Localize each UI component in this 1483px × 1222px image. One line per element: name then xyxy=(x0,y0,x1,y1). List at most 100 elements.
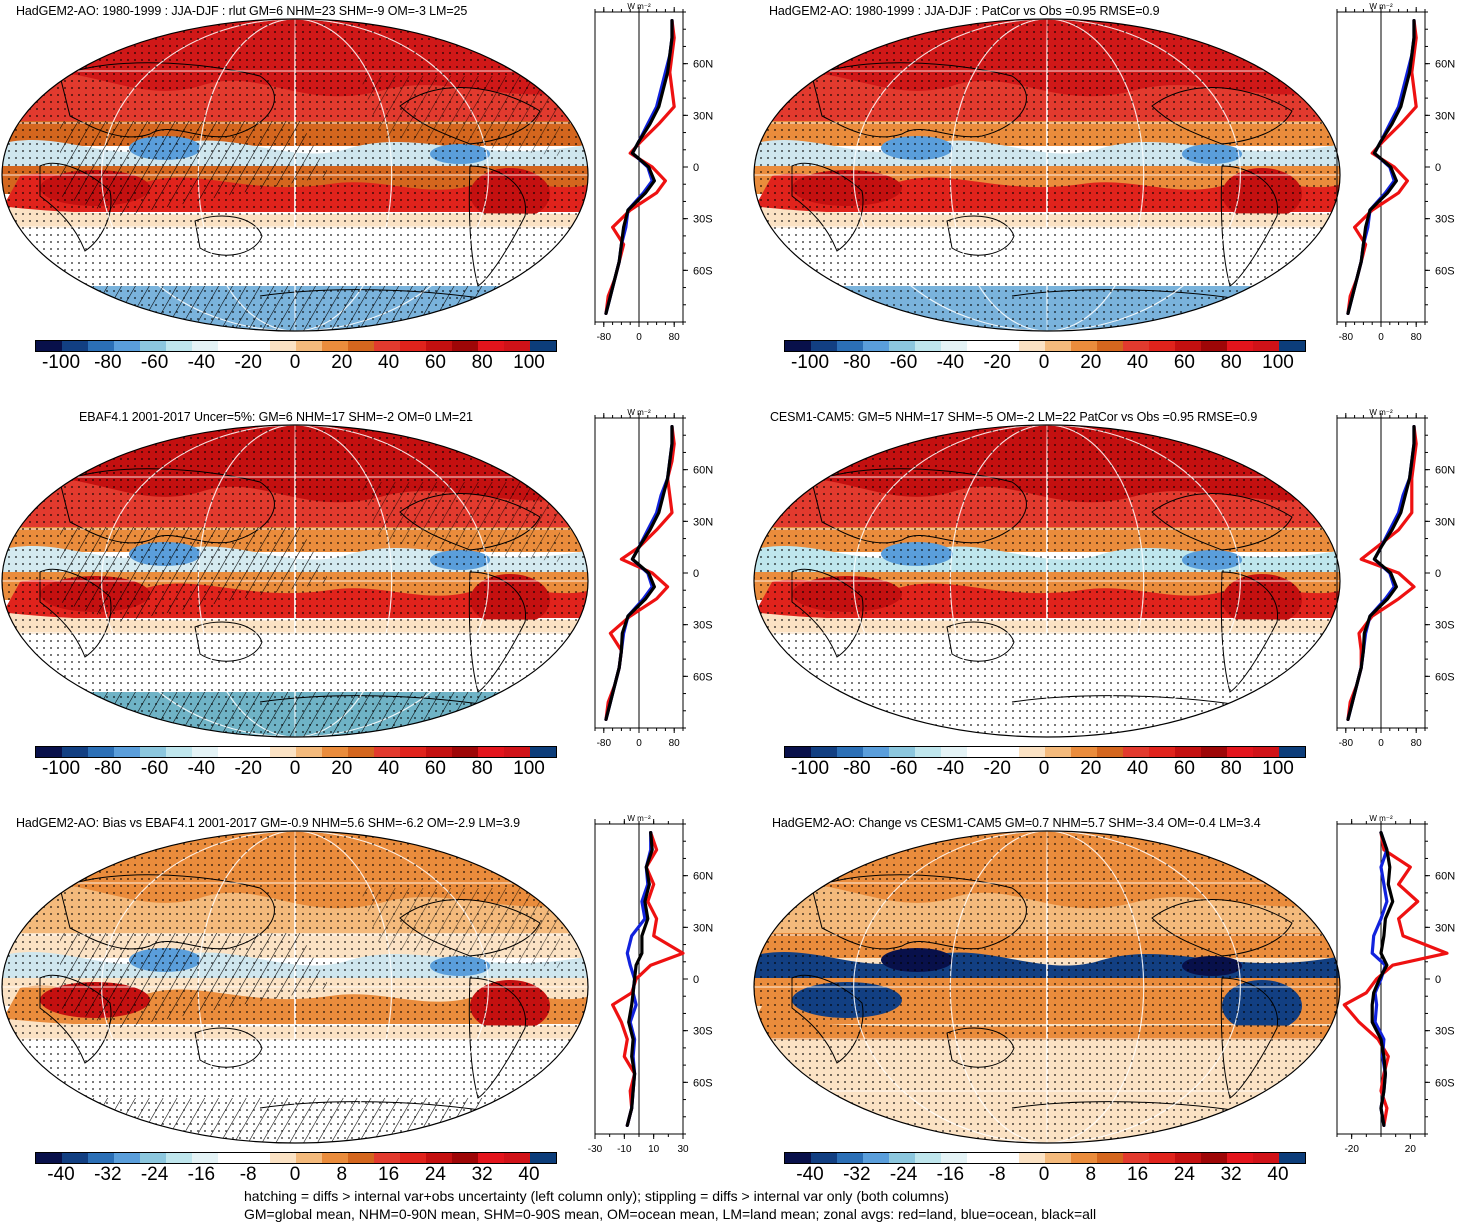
global-map xyxy=(753,18,1341,332)
colorbar-swatches xyxy=(784,1152,1306,1164)
panel-model-jja-djf: HadGEM2-AO: 1980-1999 : JJA-DJF : rlut G… xyxy=(0,0,741,406)
colorbar-swatch xyxy=(1019,341,1045,351)
colorbar-swatch xyxy=(426,747,452,757)
colorbar-tick-label: -60 xyxy=(889,758,918,779)
colorbar-swatch xyxy=(1227,747,1253,757)
latitude-tick-label: 30S xyxy=(1435,620,1455,632)
colorbar-tick-label: -20 xyxy=(983,352,1011,373)
latitude-tick-label: 60N xyxy=(693,871,713,883)
zonal-series-all xyxy=(625,831,654,1127)
colorbar-swatch xyxy=(88,341,114,351)
colorbar-swatch xyxy=(1201,1153,1227,1163)
value-tick-label: -80 xyxy=(597,332,612,343)
value-tick-label: 0 xyxy=(1378,738,1384,749)
colorbar-swatch xyxy=(1149,341,1175,351)
colorbar-swatch xyxy=(374,341,400,351)
zonal-average-plot: W m⁻² 60N 30N 0 30S 60S -80 0 80 xyxy=(594,2,713,343)
colorbar-tick-label: -100 xyxy=(790,758,830,779)
value-tick-label: 20 xyxy=(1405,1144,1417,1155)
colorbar-swatch xyxy=(785,1153,811,1163)
zonal-average-plot: W m⁻² 60N 30N 0 30S 60S -80 0 80 xyxy=(1336,408,1455,749)
units-label: W m⁻² xyxy=(627,814,651,823)
colorbar-swatch xyxy=(1123,1153,1149,1163)
colorbar-swatch xyxy=(218,1153,244,1163)
colorbar-swatch xyxy=(1253,747,1279,757)
panel-title: CESM1-CAM5: GM=5 NHM=17 SHM=-5 OM=-2 LM=… xyxy=(770,410,1258,424)
colorbar-swatch xyxy=(785,747,811,757)
latitude-tick-label: 0 xyxy=(693,974,699,986)
value-tick-label: -20 xyxy=(1344,1144,1359,1155)
colorbar-swatch xyxy=(993,1153,1019,1163)
colorbar-tick-label: -20 xyxy=(234,758,262,779)
colorbar-labels: -100 -80 -60 -40 -20 0 20 40 60 80 100 xyxy=(784,758,1304,782)
colorbar-tick-label: 16 xyxy=(1127,1164,1149,1185)
latitude-tick-label: 60S xyxy=(693,671,713,683)
colorbar-swatches xyxy=(35,1152,557,1164)
map-field xyxy=(754,425,1340,737)
latitude-tick-label: 30S xyxy=(1435,1026,1455,1038)
units-label: W m⁻² xyxy=(1369,2,1393,11)
latitude-tick-label: 60S xyxy=(1435,1077,1455,1089)
colorbar-swatch xyxy=(166,1153,192,1163)
colorbar-swatch xyxy=(1227,341,1253,351)
latitude-tick-label: 0 xyxy=(693,568,699,580)
colorbar-tick-label: 80 xyxy=(471,352,493,373)
latitude-tick-label: 30S xyxy=(1435,214,1455,226)
colorbar-swatch xyxy=(166,341,192,351)
latitude-tick-label: 60N xyxy=(693,59,713,71)
colorbar-tick-label: 100 xyxy=(513,352,545,373)
colorbar-swatch xyxy=(915,1153,941,1163)
colorbar-swatch xyxy=(114,341,140,351)
colorbar-swatches xyxy=(784,746,1306,758)
colorbar-tick-label: -16 xyxy=(187,1164,216,1185)
colorbar-swatch xyxy=(889,341,915,351)
map-field xyxy=(2,831,588,1143)
colorbar-swatch xyxy=(837,747,863,757)
colorbar-tick-label: -80 xyxy=(843,758,871,779)
value-tick-label: 0 xyxy=(636,332,642,343)
colorbar-swatch xyxy=(348,747,374,757)
colorbar-tick-label: -80 xyxy=(94,352,122,373)
colorbar-labels: -100 -80 -60 -40 -20 0 20 40 60 80 100 xyxy=(784,352,1304,376)
colorbar-swatch xyxy=(941,1153,967,1163)
colorbar-swatch xyxy=(244,747,270,757)
panel-model-patcor: HadGEM2-AO: 1980-1999 : JJA-DJF : PatCor… xyxy=(742,0,1483,406)
latitude-tick-label: 30S xyxy=(693,620,713,632)
panel-title: HadGEM2-AO: Bias vs EBAF4.1 2001-2017 GM… xyxy=(16,816,520,830)
colorbar-swatch xyxy=(1045,1153,1071,1163)
colorbar-swatch xyxy=(192,747,218,757)
units-label: W m⁻² xyxy=(1369,408,1393,417)
colorbar-swatch xyxy=(1019,1153,1045,1163)
colorbar-swatch xyxy=(296,341,322,351)
zonal-series-all xyxy=(604,19,674,315)
colorbar-swatch xyxy=(322,1153,348,1163)
colorbar-tick-label: 0 xyxy=(1038,1164,1050,1185)
colorbar-tick-label: -40 xyxy=(187,352,216,373)
latitude-tick-label: 30N xyxy=(1435,922,1455,934)
colorbar-swatch xyxy=(1201,747,1227,757)
colorbar-swatch xyxy=(1175,1153,1201,1163)
colorbar-swatch xyxy=(530,1153,556,1163)
global-map xyxy=(753,830,1341,1144)
colorbar-swatch xyxy=(967,1153,993,1163)
value-tick-label: 10 xyxy=(648,1144,660,1155)
colorbar-tick-label: 60 xyxy=(1173,352,1195,373)
colorbar-swatch xyxy=(426,1153,452,1163)
value-tick-label: -80 xyxy=(1339,738,1354,749)
colorbar-tick-label: 0 xyxy=(289,352,301,373)
colorbar-tick-label: 40 xyxy=(378,352,400,373)
value-tick-label: -10 xyxy=(617,1144,632,1155)
colorbar-swatch xyxy=(837,341,863,351)
colorbar-swatch xyxy=(400,341,426,351)
colorbar-swatch xyxy=(1097,1153,1123,1163)
colorbar-tick-label: -8 xyxy=(239,1164,257,1185)
colorbar-swatch xyxy=(322,341,348,351)
colorbar-tick-label: -20 xyxy=(234,352,262,373)
colorbar-swatch xyxy=(270,1153,296,1163)
colorbar-swatch xyxy=(88,747,114,757)
colorbar-tick-label: 60 xyxy=(1173,758,1195,779)
colorbar-swatch xyxy=(1175,341,1201,351)
colorbar-swatch xyxy=(1253,341,1279,351)
units-label: W m⁻² xyxy=(1369,814,1393,823)
colorbar-tick-label: 40 xyxy=(1127,758,1149,779)
